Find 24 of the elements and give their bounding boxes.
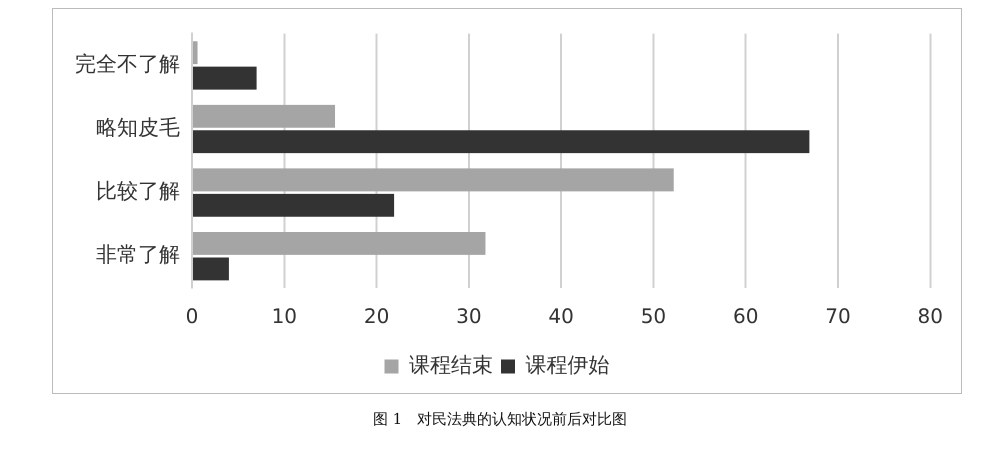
x-tick-label: 10 (272, 304, 298, 328)
bar (193, 257, 229, 280)
bar (193, 41, 198, 64)
x-tick-label: 0 (186, 304, 198, 328)
y-tick-label: 完全不了解 (75, 52, 180, 76)
bar (193, 232, 486, 255)
legend-label: 课程伊始 (526, 352, 610, 377)
x-tick-label: 30 (456, 304, 482, 328)
caption: 图 1 对民法典的认知状况前后对比图 (372, 410, 628, 429)
y-tick-label: 略知皮毛 (96, 115, 180, 140)
x-tick-label: 70 (825, 304, 851, 328)
legend-label: 课程结束 (409, 352, 493, 377)
x-tick-label: 20 (364, 304, 390, 328)
y-tick-label: 比较了解 (96, 179, 180, 204)
x-tick-label: 60 (732, 304, 758, 328)
x-tick-label: 50 (640, 304, 666, 328)
x-tick-label: 80 (918, 304, 943, 328)
bar (193, 104, 336, 128)
bar (193, 130, 810, 154)
bar (193, 168, 674, 192)
x-tick-label: 40 (548, 304, 574, 328)
y-tick-label: 非常了解 (96, 242, 180, 267)
bar (193, 66, 257, 90)
bar (193, 194, 394, 217)
